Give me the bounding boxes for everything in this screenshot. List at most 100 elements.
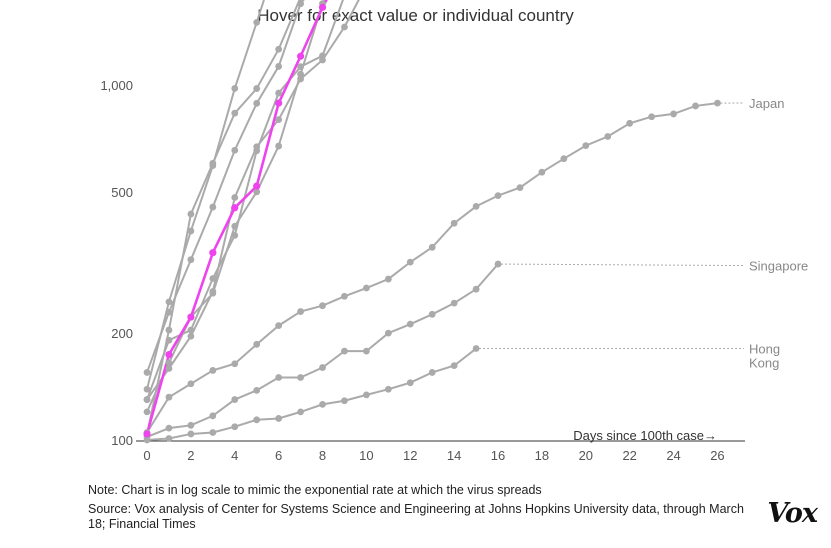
data-point-s-korea[interactable] [165, 326, 173, 334]
data-point-singapore[interactable] [428, 310, 436, 318]
data-point-france[interactable] [187, 326, 195, 334]
data-point-hong-kong[interactable] [143, 436, 151, 444]
data-point-singapore[interactable] [406, 320, 414, 328]
data-point-singapore[interactable] [450, 299, 458, 307]
data-point-spain[interactable] [297, 70, 304, 78]
data-point-hong-kong[interactable] [319, 400, 326, 408]
data-point-japan[interactable] [626, 119, 634, 127]
data-point-germany[interactable] [297, 75, 304, 83]
data-point-japan[interactable] [406, 258, 414, 266]
data-point-germany[interactable] [231, 194, 239, 201]
data-point-hong-kong[interactable] [428, 369, 436, 376]
data-point-hong-kong[interactable] [406, 379, 414, 387]
series-line-france[interactable] [146, 0, 520, 400]
data-point-france[interactable] [297, 63, 304, 71]
data-point-us[interactable] [296, 52, 305, 60]
series-lines[interactable] [145, 0, 739, 441]
data-point-japan[interactable] [472, 203, 480, 210]
series-line-hong-kong[interactable] [146, 347, 477, 441]
data-point-japan[interactable] [648, 113, 656, 121]
data-point-japan[interactable] [253, 340, 261, 348]
data-point-spain[interactable] [143, 408, 151, 416]
data-point-japan[interactable] [582, 142, 590, 149]
data-point-japan[interactable] [516, 184, 524, 192]
data-point-iran[interactable] [165, 298, 173, 306]
series-line-germany[interactable] [146, 0, 520, 401]
line-chart[interactable]: 1002005001,0002,0005,00010,00020,0000246… [0, 0, 831, 480]
data-point-france[interactable] [253, 147, 261, 155]
data-point-spain[interactable] [253, 188, 261, 196]
data-point-hong-kong[interactable] [253, 416, 261, 424]
data-point-japan[interactable] [319, 302, 326, 310]
data-point-japan[interactable] [209, 367, 217, 374]
data-point-japan[interactable] [187, 380, 195, 388]
data-point-italy[interactable] [165, 308, 173, 316]
data-point-iran[interactable] [253, 18, 261, 26]
data-point-germany[interactable] [187, 332, 195, 340]
data-point-hong-kong[interactable] [341, 397, 348, 405]
data-point-germany[interactable] [275, 116, 283, 123]
data-point-singapore[interactable] [275, 374, 283, 381]
series-line-s-korea[interactable] [146, 0, 739, 435]
data-point-singapore[interactable] [319, 364, 326, 371]
data-point-japan[interactable] [560, 155, 568, 163]
series-line-iran[interactable] [146, 0, 608, 390]
data-point-spain[interactable] [275, 142, 283, 150]
data-point-us[interactable] [165, 351, 173, 359]
data-point-hong-kong[interactable] [187, 430, 195, 438]
data-point-us[interactable] [209, 249, 217, 257]
data-point-iran[interactable] [187, 227, 195, 235]
data-point-japan[interactable] [384, 275, 392, 283]
data-point-japan[interactable] [231, 360, 239, 368]
data-point-singapore[interactable] [472, 285, 480, 293]
data-point-italy[interactable] [209, 203, 217, 211]
data-point-japan[interactable] [275, 322, 283, 330]
data-point-iran[interactable] [231, 85, 239, 92]
data-point-france[interactable] [209, 275, 217, 282]
data-point-us[interactable] [187, 313, 195, 321]
data-point-singapore[interactable] [165, 424, 173, 432]
data-point-japan[interactable] [670, 110, 677, 118]
data-point-germany[interactable] [341, 23, 348, 31]
data-point-germany[interactable] [165, 365, 173, 372]
data-point-s-korea[interactable] [275, 45, 283, 53]
data-point-japan[interactable] [363, 284, 370, 292]
data-point-hong-kong[interactable] [363, 391, 370, 399]
data-point-us[interactable] [253, 182, 261, 190]
data-point-s-korea[interactable] [187, 210, 195, 218]
data-point-italy[interactable] [231, 146, 239, 154]
data-point-japan[interactable] [428, 243, 436, 251]
data-point-iran[interactable] [143, 385, 151, 393]
data-point-japan[interactable] [341, 292, 348, 300]
data-point-spain[interactable] [231, 222, 239, 230]
data-point-france[interactable] [231, 231, 239, 239]
data-point-japan[interactable] [538, 168, 546, 176]
data-point-france[interactable] [143, 396, 151, 403]
data-point-singapore[interactable] [231, 396, 239, 403]
data-point-us[interactable] [275, 99, 283, 107]
data-point-japan[interactable] [692, 102, 699, 110]
data-point-singapore[interactable] [297, 374, 304, 381]
data-point-japan[interactable] [714, 99, 721, 107]
data-point-singapore[interactable] [187, 421, 195, 429]
data-point-hong-kong[interactable] [275, 415, 283, 422]
data-point-japan[interactable] [494, 192, 502, 200]
data-point-france[interactable] [275, 89, 283, 97]
data-point-italy[interactable] [275, 63, 283, 70]
data-point-hong-kong[interactable] [450, 362, 458, 370]
data-point-italy[interactable] [297, 0, 304, 8]
data-point-italy[interactable] [187, 256, 195, 264]
data-point-france[interactable] [319, 52, 326, 60]
data-point-singapore[interactable] [253, 386, 261, 394]
data-point-italy[interactable] [253, 99, 261, 107]
series-line-italy[interactable] [146, 0, 674, 373]
data-point-japan[interactable] [165, 393, 173, 401]
data-point-hong-kong[interactable] [384, 385, 392, 393]
data-point-italy[interactable] [143, 369, 151, 376]
data-point-hong-kong[interactable] [209, 429, 217, 436]
data-point-s-korea[interactable] [297, 0, 304, 1]
data-point-singapore[interactable] [363, 347, 370, 355]
data-point-singapore[interactable] [341, 347, 348, 355]
data-point-france[interactable] [165, 336, 173, 344]
series-points[interactable] [143, 0, 742, 444]
